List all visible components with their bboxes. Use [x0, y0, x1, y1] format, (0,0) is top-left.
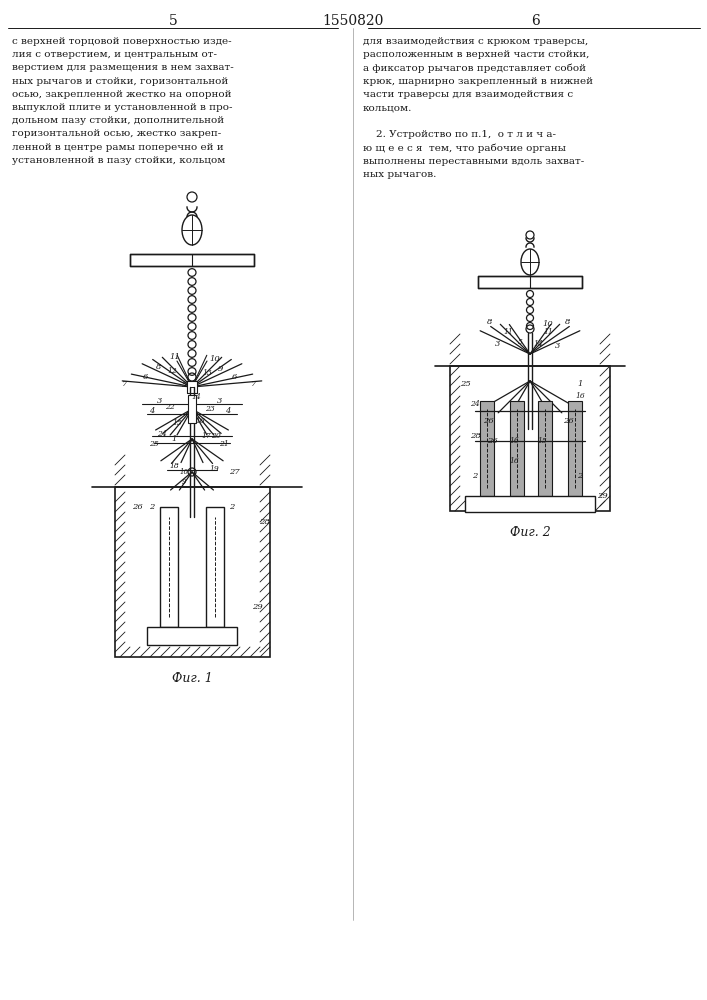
Text: 26: 26 [132, 503, 142, 511]
Text: ных рычагов и стойки, горизонтальной: ных рычагов и стойки, горизонтальной [12, 77, 228, 86]
Text: 6: 6 [231, 373, 237, 381]
Text: 11: 11 [543, 328, 553, 336]
Text: расположенным в верхней части стойки,: расположенным в верхней части стойки, [363, 50, 590, 59]
Text: 21: 21 [219, 440, 229, 448]
Text: 5: 5 [518, 338, 522, 346]
Bar [465, 496, 595, 512]
Text: 28: 28 [259, 518, 269, 526]
Bar [147, 627, 237, 645]
Text: 29: 29 [252, 603, 262, 611]
Text: 17: 17 [201, 432, 211, 440]
Bar [510, 401, 524, 496]
Text: 1: 1 [171, 435, 177, 443]
Text: 4: 4 [226, 407, 230, 415]
Text: 26: 26 [486, 437, 498, 445]
Text: 10: 10 [209, 355, 221, 363]
Text: 11: 11 [503, 328, 513, 336]
Text: 15: 15 [537, 437, 547, 445]
Text: 3: 3 [217, 397, 223, 405]
Text: для взаимодействия с крюком траверсы,: для взаимодействия с крюком траверсы, [363, 37, 588, 46]
Text: 16: 16 [575, 392, 585, 400]
Bar [115, 487, 270, 657]
Text: 14: 14 [191, 393, 201, 401]
Text: а фиксатор рычагов представляет собой: а фиксатор рычагов представляет собой [363, 63, 586, 73]
Text: 7: 7 [122, 380, 128, 388]
Text: 2: 2 [149, 503, 155, 511]
Bar [478, 276, 582, 288]
Text: осью, закрепленной жестко на опорной: осью, закрепленной жестко на опорной [12, 90, 231, 99]
Text: 16: 16 [195, 417, 205, 425]
Bar [538, 401, 552, 496]
Text: 18: 18 [169, 462, 179, 470]
Text: ленной в центре рамы поперечно ей и: ленной в центре рамы поперечно ей и [12, 143, 223, 152]
Text: 14: 14 [533, 340, 543, 348]
Text: 5: 5 [169, 14, 177, 28]
Text: кольцом.: кольцом. [363, 103, 412, 112]
Text: части траверсы для взаимодействия с: части траверсы для взаимодействия с [363, 90, 573, 99]
Text: 13: 13 [202, 369, 212, 377]
Bar [206, 507, 224, 627]
Ellipse shape [182, 215, 202, 245]
Text: 28: 28 [469, 432, 480, 440]
Text: 16: 16 [509, 457, 519, 465]
Text: 8: 8 [566, 318, 571, 326]
Text: верстием для размещения в нем захват-: верстием для размещения в нем захват- [12, 63, 234, 72]
Text: 8: 8 [156, 363, 162, 371]
Text: 22: 22 [165, 403, 175, 411]
Text: 24: 24 [157, 430, 167, 438]
Text: 25: 25 [149, 440, 159, 448]
Text: 23: 23 [205, 405, 215, 413]
Text: 27: 27 [228, 468, 240, 476]
Text: 2: 2 [229, 503, 235, 511]
Text: 6: 6 [531, 14, 539, 28]
Bar [568, 401, 582, 496]
Text: 3: 3 [158, 397, 163, 405]
Text: установленной в пазу стойки, кольцом: установленной в пазу стойки, кольцом [12, 156, 226, 165]
Bar [480, 401, 494, 496]
Text: 26: 26 [483, 417, 493, 425]
Bar [188, 395, 196, 423]
Text: 12: 12 [167, 367, 177, 375]
Text: 1: 1 [578, 380, 583, 388]
Text: 3: 3 [555, 342, 561, 350]
Text: ных рычагов.: ных рычагов. [363, 170, 436, 179]
Text: 20: 20 [211, 432, 221, 440]
Text: 7: 7 [251, 380, 257, 388]
Text: 3: 3 [496, 340, 501, 348]
Text: выпуклой плите и установленной в про-: выпуклой плите и установленной в про- [12, 103, 233, 112]
Text: лия с отверстием, и центральным от-: лия с отверстием, и центральным от- [12, 50, 217, 59]
Text: 8: 8 [487, 318, 493, 326]
Text: 2. Устройство по п.1,  о т л и ч а-: 2. Устройство по п.1, о т л и ч а- [363, 130, 556, 139]
Text: горизонтальной осью, жестко закреп-: горизонтальной осью, жестко закреп- [12, 129, 221, 138]
Text: 10
9: 10 9 [180, 468, 189, 486]
Text: 1550820: 1550820 [322, 14, 384, 28]
Bar [160, 507, 178, 627]
Bar [450, 366, 610, 511]
Text: 2: 2 [472, 472, 478, 480]
Text: 5: 5 [182, 381, 187, 389]
Text: 6: 6 [142, 373, 148, 381]
Text: 9: 9 [217, 365, 223, 373]
Text: 11: 11 [170, 353, 180, 361]
Text: крюк, шарнирно закрепленный в нижней: крюк, шарнирно закрепленный в нижней [363, 77, 593, 86]
Text: 1б: 1б [509, 437, 519, 445]
Text: Фиг. 1: Фиг. 1 [172, 672, 212, 686]
Text: 10: 10 [543, 320, 554, 328]
Text: дольном пазу стойки, дополнительной: дольном пазу стойки, дополнительной [12, 116, 224, 125]
Text: 15: 15 [172, 419, 182, 427]
Text: 24: 24 [470, 400, 480, 408]
Text: ю щ е е с я  тем, что рабочие органы: ю щ е е с я тем, что рабочие органы [363, 143, 566, 153]
Bar [130, 254, 254, 266]
Text: 26: 26 [563, 417, 573, 425]
Bar [187, 381, 197, 393]
Ellipse shape [521, 249, 539, 275]
Text: 4: 4 [149, 407, 155, 415]
Text: выполнены переставными вдоль захват-: выполнены переставными вдоль захват- [363, 157, 584, 166]
Text: 2: 2 [578, 472, 583, 480]
Text: с верхней торцовой поверхностью изде-: с верхней торцовой поверхностью изде- [12, 37, 232, 46]
Text: 29: 29 [597, 492, 607, 500]
Text: 19: 19 [209, 465, 219, 473]
Text: Фиг. 2: Фиг. 2 [510, 526, 550, 540]
Text: 25: 25 [460, 380, 470, 388]
